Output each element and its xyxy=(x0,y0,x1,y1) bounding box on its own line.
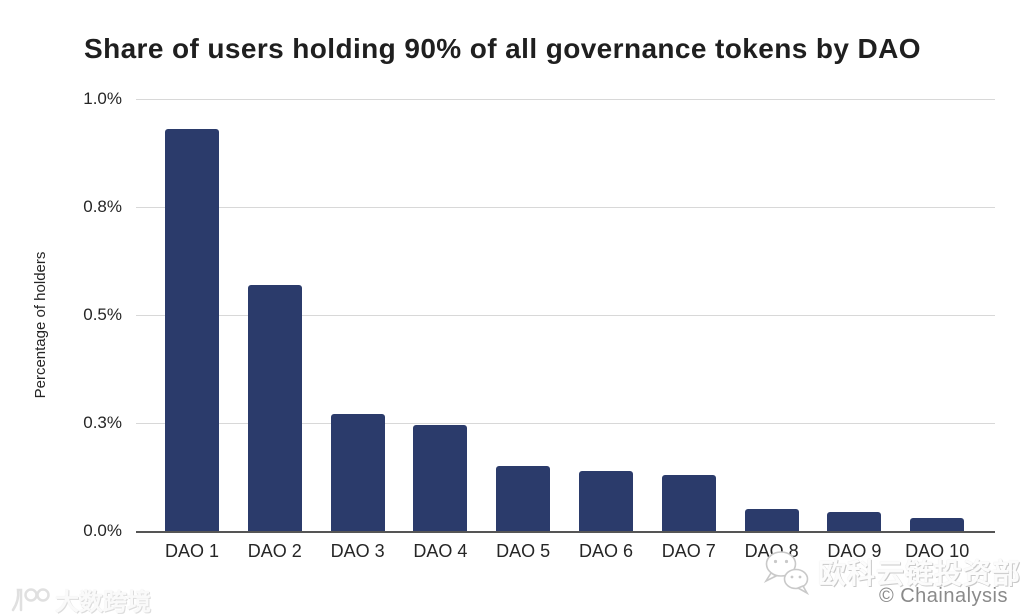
x-tick-label: DAO 2 xyxy=(247,541,302,561)
watermark-left-label: 大数跨境 xyxy=(55,588,151,616)
y-tick-label: 0.8% xyxy=(83,197,122,216)
x-tick-label: DAO 7 xyxy=(661,541,716,561)
dsb-100-logo-icon xyxy=(8,586,50,614)
watermark-right: 欧科云链投资部 xyxy=(762,548,1021,596)
gridline xyxy=(136,423,995,424)
bar-dao-7 xyxy=(661,475,716,531)
x-tick-label: DAO 6 xyxy=(578,541,634,561)
y-tick-label: 0.0% xyxy=(83,521,122,540)
bar-dao-1 xyxy=(165,129,219,531)
gridline xyxy=(136,207,995,208)
wechat-icon xyxy=(762,548,812,596)
plot-area xyxy=(136,99,995,533)
bar-dao-3 xyxy=(330,414,385,531)
chainalysis-credit: © Chainalysis xyxy=(878,585,1008,607)
bar-dao-6 xyxy=(579,471,633,531)
y-tick-label: 1.0% xyxy=(83,89,122,108)
bar-dao-5 xyxy=(496,466,551,531)
gridline xyxy=(136,315,995,316)
x-tick-label: DAO 3 xyxy=(330,541,385,561)
y-tick-label: 0.3% xyxy=(83,413,122,432)
bar-dao-8 xyxy=(744,509,799,531)
y-tick-label: 0.5% xyxy=(83,305,122,324)
bar-dao-9 xyxy=(827,512,882,531)
y-axis-title: Percentage of holders xyxy=(32,251,49,399)
x-tick-label: DAO 9 xyxy=(827,541,882,561)
x-tick-label: DAO 1 xyxy=(164,541,220,561)
bar-dao-2 xyxy=(247,285,302,531)
x-tick-label: DAO 4 xyxy=(413,541,468,561)
x-tick-label: DAO 10 xyxy=(905,541,970,561)
watermark-left: 大数跨境 xyxy=(8,582,151,616)
bar-dao-10 xyxy=(910,518,965,531)
gridline xyxy=(136,99,995,100)
bar-dao-4 xyxy=(413,425,468,531)
watermark-right-label: 欧科云链投资部 xyxy=(818,557,1022,590)
chart-title: Share of users holding 90% of all govern… xyxy=(84,33,921,64)
x-tick-label: DAO 5 xyxy=(496,541,551,561)
